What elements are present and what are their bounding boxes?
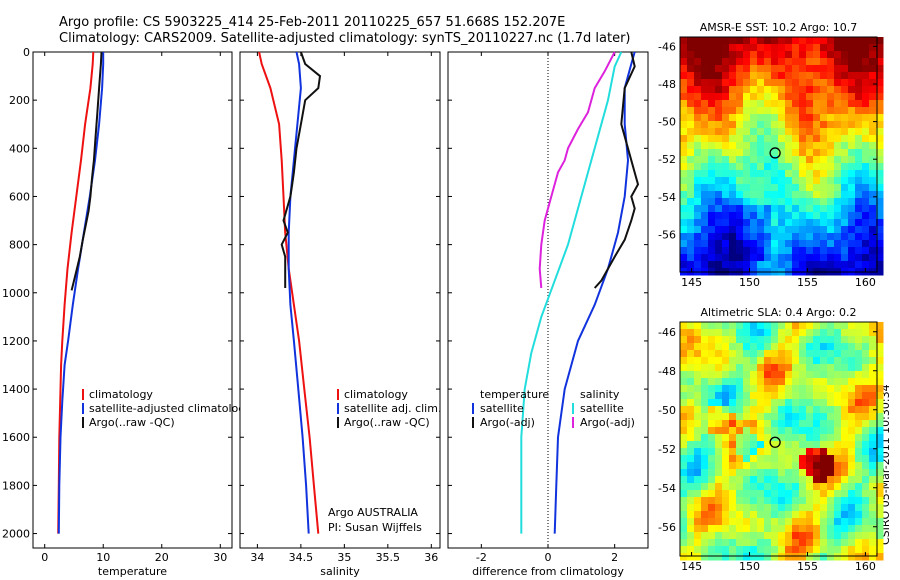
panel-sla_map: Altimetric SLA: 0.4 Argo: 0.2 145 150 155 16… <box>658 306 884 573</box>
figure-title-line1: Argo profile: CS 5903225_414 25-Feb-2011… <box>59 15 565 30</box>
xtick-label: 0 <box>545 551 552 564</box>
series-line-difference-2 <box>520 51 623 534</box>
map-xtick-label: 145 <box>681 560 702 573</box>
ytick-label: 200 <box>9 94 30 107</box>
map-ytick-label: -52 <box>658 443 676 456</box>
xaxis-label-difference: difference from climatology <box>472 565 624 578</box>
ytick-label: 1200 <box>2 335 30 348</box>
xtick-label: 36 <box>424 551 438 564</box>
map-ytick-label: -50 <box>658 116 676 129</box>
xtick-label: 0 <box>41 551 48 564</box>
ytick-label: 400 <box>9 142 30 155</box>
map-ytick-label: -54 <box>658 482 676 495</box>
map-xtick-label: 155 <box>797 276 818 289</box>
map-xtick-label: 160 <box>855 560 876 573</box>
xtick-label: -2 <box>476 551 487 564</box>
annotation-pi: PI: Susan Wijffels <box>328 521 422 534</box>
legend-label: Argo(..raw -QC) <box>344 416 430 429</box>
series-line-temperature-1 <box>57 52 105 534</box>
legend-label: climatology <box>344 388 408 401</box>
map-title-sst_map: AMSR-E SST: 10.2 Argo: 10.7 <box>700 21 858 34</box>
legend-label: climatology <box>89 388 153 401</box>
legend-label: Argo(-adj) <box>580 416 635 429</box>
map-xtick-label: 150 <box>739 276 760 289</box>
legend-label: Argo(-adj) <box>480 416 535 429</box>
legend-label: satellite adj. clim. <box>344 402 441 415</box>
series-line-difference-1 <box>593 51 640 289</box>
map-ytick-label: -46 <box>658 40 676 53</box>
ytick-label: 2000 <box>2 528 30 541</box>
map-frame-sst_map <box>679 36 878 273</box>
panel-salinity: 34 34.5 35 35.5 36 salinity climatologysatelli… <box>239 51 441 578</box>
map-field-sst_map <box>680 37 884 276</box>
float-position-marker <box>769 436 781 448</box>
ytick-label: 1400 <box>2 383 30 396</box>
series-line-temperature-2 <box>70 51 103 291</box>
map-ytick-label: -48 <box>658 365 676 378</box>
xtick-label: 2 <box>611 551 618 564</box>
legend-label: satellite <box>580 402 624 415</box>
xtick-label: 30 <box>213 551 227 564</box>
map-xtick-label: 150 <box>739 560 760 573</box>
xtick-label: 34 <box>250 551 264 564</box>
xtick-label: 10 <box>96 551 110 564</box>
map-ytick-label: -54 <box>658 191 676 204</box>
map-ytick-label: -56 <box>658 228 676 241</box>
panel-sst_map: AMSR-E SST: 10.2 Argo: 10.7 145 150 155 160 -… <box>658 21 884 289</box>
map-ytick-label: -48 <box>658 78 676 91</box>
map-title-sla_map: Altimetric SLA: 0.4 Argo: 0.2 <box>700 306 856 319</box>
legend-heading: salinity <box>580 388 620 401</box>
map-xtick-label: 145 <box>681 276 702 289</box>
plot-area-temperature <box>32 51 233 549</box>
figure-title-line2: Climatology: CARS2009. Satellite-adjuste… <box>59 31 631 46</box>
map-frame-sla_map <box>679 321 878 557</box>
xaxis-label-salinity: salinity <box>320 565 360 578</box>
map-xtick-label: 160 <box>855 276 876 289</box>
series-line-salinity-0 <box>258 51 320 534</box>
series-line-salinity-2 <box>280 51 322 288</box>
series-line-temperature-0 <box>57 51 95 534</box>
legend-label: satellite <box>480 402 524 415</box>
ytick-label: 800 <box>9 239 30 252</box>
legend-label: satellite-adjusted climatology <box>89 402 252 415</box>
float-position-marker <box>769 147 781 159</box>
xtick-label: 35.5 <box>376 551 401 564</box>
plot-area-salinity <box>239 51 441 549</box>
map-ytick-label: -52 <box>658 153 676 166</box>
series-line-difference-3 <box>538 51 616 289</box>
xtick-label: 35 <box>337 551 351 564</box>
legend-heading: temperature <box>480 388 549 401</box>
legend-label: Argo(..raw -QC) <box>89 416 175 429</box>
map-field-sla_map <box>680 322 884 561</box>
ytick-label: 1600 <box>2 431 30 444</box>
map-ytick-label: -56 <box>658 521 676 534</box>
panel-temperature: 0 200 400 600 800 1000 1200 1400 1600 1800 2000 0 10… <box>2 46 252 578</box>
map-xtick-label: 155 <box>797 560 818 573</box>
annotation-argo-australia: Argo AUSTRALIA <box>328 506 418 519</box>
xaxis-label-temperature: temperature <box>98 565 167 578</box>
ytick-label: 1800 <box>2 479 30 492</box>
map-ytick-label: -46 <box>658 326 676 339</box>
ytick-label: 600 <box>9 190 30 203</box>
xtick-label: 34.5 <box>289 551 314 564</box>
xtick-label: 20 <box>155 551 169 564</box>
map-ytick-label: -50 <box>658 404 676 417</box>
series-line-salinity-1 <box>287 51 310 534</box>
ytick-label: 1000 <box>2 287 30 300</box>
ytick-label: 0 <box>23 46 30 59</box>
